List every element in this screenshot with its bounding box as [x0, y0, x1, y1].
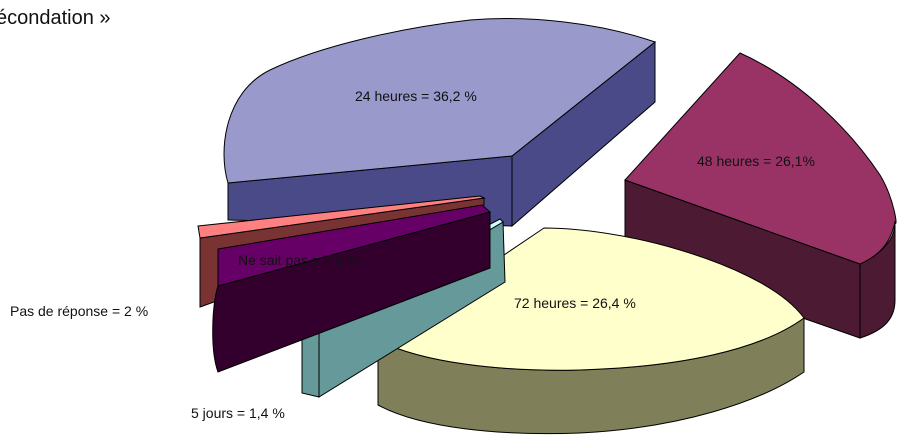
- label-24-heures: 24 heures = 36,2 %: [355, 88, 477, 104]
- slice-72-heures: [377, 227, 805, 435]
- slice-24-heures-top: [223, 18, 657, 184]
- slice-ne-sait-pas: [212, 204, 492, 373]
- slice-48-heures: [624, 52, 897, 339]
- chart-title: écondation »: [0, 7, 111, 29]
- slice-pas-de-reponse-top: [197, 195, 486, 239]
- slice-24-heures: [223, 18, 657, 228]
- label-pas-de-reponse: Pas de réponse = 2 %: [10, 303, 148, 319]
- label-48-heures: 48 heures = 26,1%: [697, 153, 815, 169]
- label-5-jours: 5 jours = 1,4 %: [191, 405, 285, 421]
- slice-72-heures-top: [377, 227, 805, 371]
- label-ne-sait-pas: Ne sait pas = 7,8 %: [238, 252, 360, 268]
- slice-ne-sait-pas-top: [217, 204, 492, 287]
- slice-48-heures-top: [624, 52, 897, 265]
- slice-ne-sait-pas-side: [212, 211, 491, 373]
- label-72-heures: 72 heures = 26,4 %: [514, 295, 636, 311]
